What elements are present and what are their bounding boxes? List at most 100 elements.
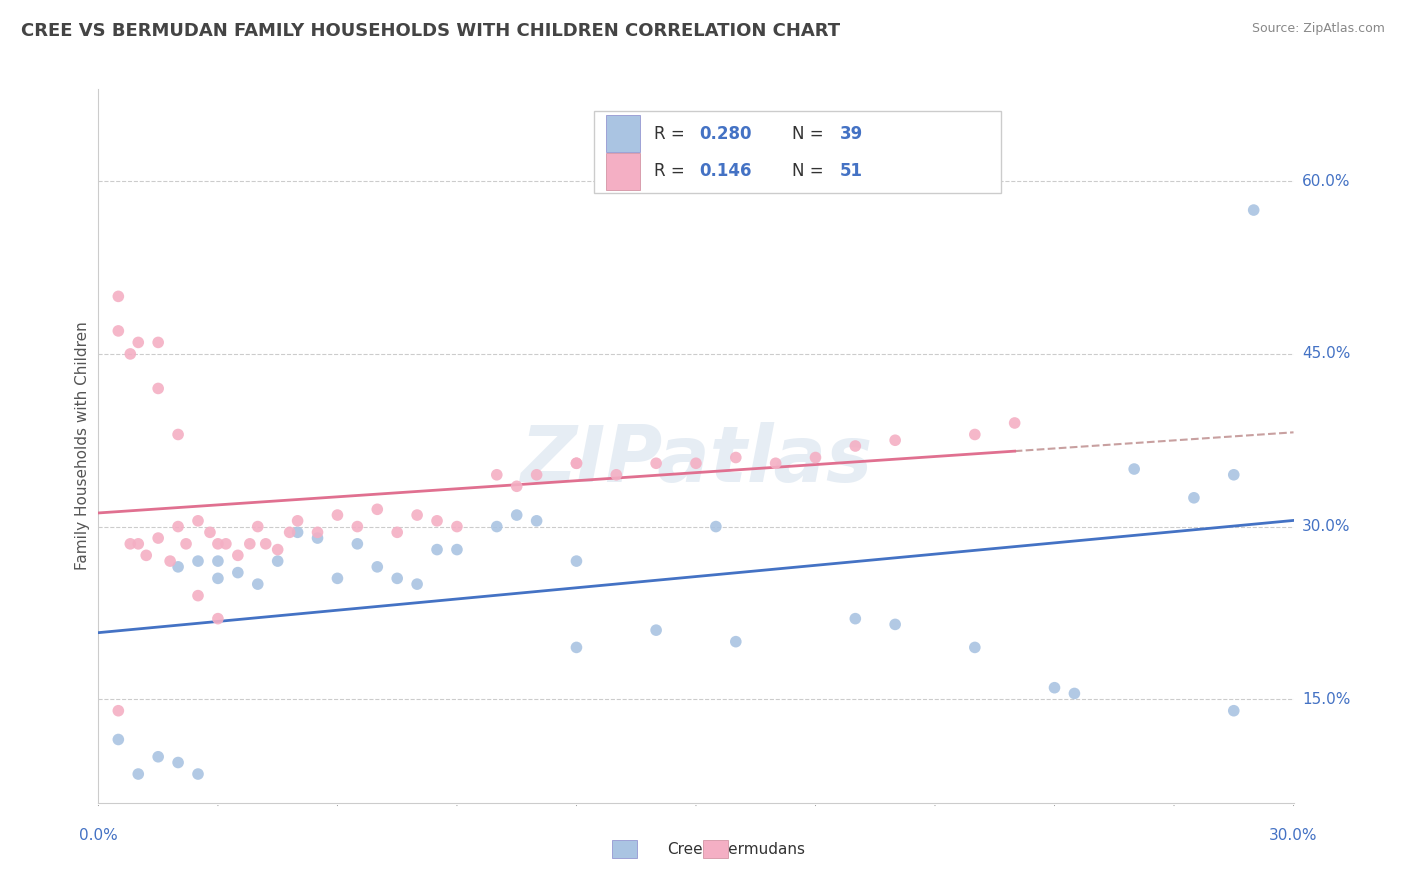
Text: 30.0%: 30.0% [1302,519,1350,534]
Point [287,514,309,528]
Point [207,554,229,568]
Text: 60.0%: 60.0% [1302,174,1350,189]
Text: 0.146: 0.146 [700,162,752,180]
Point [127,767,149,781]
Point [506,479,529,493]
Point [724,450,747,465]
Point [167,519,190,533]
Point [267,554,290,568]
Point [565,456,588,470]
Point [207,571,229,585]
Text: Cree: Cree [668,842,703,856]
Point [287,525,309,540]
Point [107,324,129,338]
FancyBboxPatch shape [595,111,1001,193]
Text: R =: R = [654,125,690,143]
Point [346,519,368,533]
Text: 15.0%: 15.0% [1302,691,1350,706]
Text: 45.0%: 45.0% [1302,346,1350,361]
Text: Source: ZipAtlas.com: Source: ZipAtlas.com [1251,22,1385,36]
Point [148,381,170,395]
Point [1123,462,1146,476]
Point [385,571,409,585]
Point [167,427,190,442]
Point [198,525,221,540]
Point [645,623,668,637]
Point [346,537,368,551]
Point [685,456,707,470]
Text: 0.280: 0.280 [700,125,752,143]
Point [724,634,747,648]
Point [187,514,209,528]
Point [963,427,986,442]
Point [226,549,249,563]
Text: 30.0%: 30.0% [1270,828,1317,843]
Point [148,749,170,764]
Point [485,467,508,482]
Point [884,617,907,632]
Point [187,767,209,781]
Text: Bermudans: Bermudans [703,842,806,856]
Point [526,514,548,528]
Point [246,577,269,591]
Point [120,347,142,361]
Point [765,456,787,470]
Point [187,554,209,568]
Point [187,589,209,603]
Point [307,525,329,540]
Point [107,289,129,303]
Point [884,434,907,448]
Text: ZIPatlas: ZIPatlas [520,422,872,499]
Text: 39: 39 [839,125,863,143]
Point [215,537,238,551]
Point [1004,416,1026,430]
Point [107,732,129,747]
Point [366,502,388,516]
Text: N =: N = [792,162,828,180]
Point [135,549,157,563]
Point [107,704,129,718]
Point [148,531,170,545]
Text: 0.0%: 0.0% [79,828,118,843]
Y-axis label: Family Households with Children: Family Households with Children [75,322,90,570]
Point [254,537,277,551]
Point [406,577,429,591]
Point [159,554,181,568]
Text: N =: N = [792,125,828,143]
Point [426,514,449,528]
Point [565,456,588,470]
Point [446,519,468,533]
Point [207,612,229,626]
Point [963,640,986,655]
Point [1182,491,1205,505]
Point [148,335,170,350]
Point [246,519,269,533]
Point [207,537,229,551]
Point [426,542,449,557]
Point [446,542,468,557]
FancyBboxPatch shape [606,153,640,190]
Point [704,519,727,533]
Point [1043,681,1066,695]
Point [366,559,388,574]
Point [326,508,349,522]
Point [120,537,142,551]
Point [1223,704,1246,718]
Point [1063,686,1085,700]
Point [239,537,262,551]
Text: R =: R = [654,162,690,180]
Point [226,566,249,580]
Point [174,537,197,551]
Point [167,756,190,770]
Point [506,508,529,522]
Point [485,519,508,533]
Point [1223,467,1246,482]
Point [645,456,668,470]
Point [605,467,627,482]
Point [565,640,588,655]
Point [565,554,588,568]
Point [127,335,149,350]
Point [385,525,409,540]
Point [844,612,866,626]
Point [278,525,301,540]
